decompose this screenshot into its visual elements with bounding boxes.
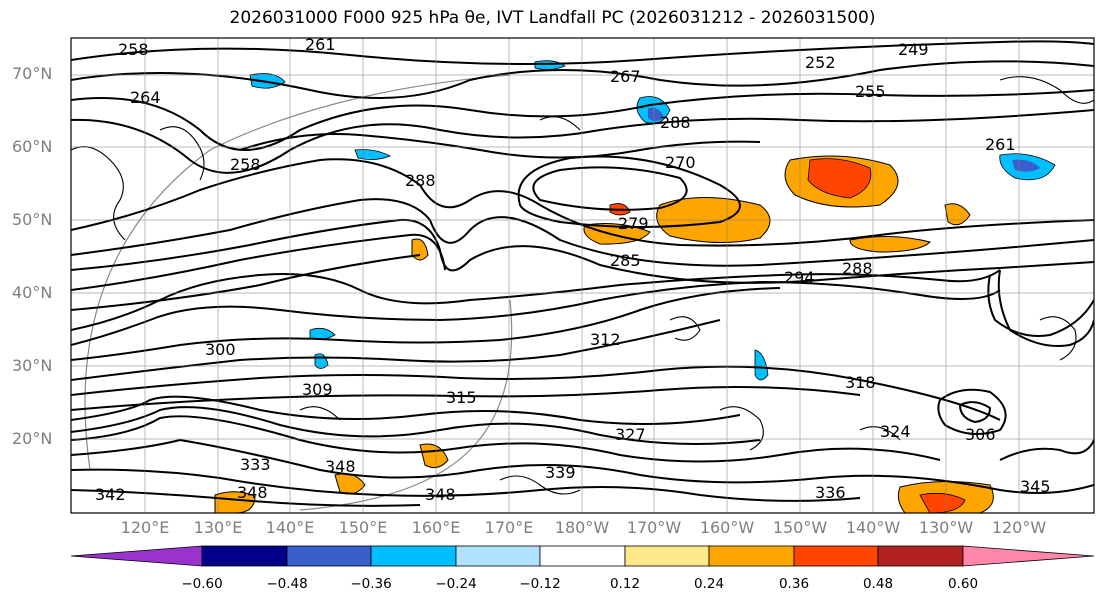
- contour-label: 342: [95, 485, 126, 504]
- contour-label: 294: [784, 268, 815, 287]
- colorbar-segment: [877, 545, 964, 567]
- colorbar-tick-label: 0.12: [609, 576, 641, 592]
- contour-label: 345: [1020, 477, 1051, 496]
- projection-outline: [84, 74, 511, 471]
- contour-label: 267: [610, 67, 641, 86]
- lat-tick-label: 70°N: [12, 64, 53, 83]
- contour-label: 348: [425, 485, 456, 504]
- colorbar-tick-label: −0.36: [350, 576, 392, 592]
- colorbar-tick-label: 0.24: [693, 576, 725, 592]
- colorbar-tick-label: 0.36: [778, 576, 810, 592]
- colorbar-tick-label: 0.48: [862, 576, 894, 592]
- lon-tick-label: 170°W: [626, 518, 682, 537]
- colorbar-segment: [539, 545, 626, 567]
- contour-label: 339: [545, 463, 576, 482]
- lon-tick-label: 140°W: [845, 518, 901, 537]
- contour-label: 285: [610, 251, 641, 270]
- lon-tick-label: 120°W: [991, 518, 1047, 537]
- contour-label: 264: [130, 88, 161, 107]
- contour-label: 333: [240, 455, 271, 474]
- contour-label: 312: [590, 330, 621, 349]
- contour-label: 261: [985, 135, 1016, 154]
- contour-label: 306: [965, 425, 996, 444]
- colorbar-segment: [793, 545, 879, 567]
- lon-tick-label: 150°E: [338, 518, 388, 537]
- contour-label: 270: [665, 153, 696, 172]
- contour-label: 288: [842, 259, 873, 278]
- lon-tick-label: 130°E: [193, 518, 243, 537]
- lat-tick-label: 60°N: [12, 137, 53, 156]
- lon-tick-label: 180°W: [554, 518, 610, 537]
- contour-label: 258: [230, 155, 261, 174]
- contour-label: 318: [845, 373, 876, 392]
- lat-tick-label: 40°N: [12, 283, 53, 302]
- map-frame: [70, 37, 1095, 514]
- theta-e-contours: [71, 40, 1094, 507]
- contour-label: 315: [446, 388, 477, 407]
- lon-tick-label: 150°W: [772, 518, 828, 537]
- contour-label: 324: [880, 422, 911, 441]
- colorbar-tick-label: −0.24: [435, 576, 477, 592]
- contour-label: 288: [660, 113, 691, 132]
- lon-tick-label: 160°W: [699, 518, 755, 537]
- colorbar-segment: [455, 545, 541, 567]
- colorbar-segment: [286, 545, 372, 567]
- colorbar-segment: [201, 545, 288, 567]
- colorbar: [70, 545, 1095, 567]
- contour-label: 336: [815, 483, 846, 502]
- contour-label: 327: [615, 425, 646, 444]
- colorbar-segment: [624, 545, 710, 567]
- contour-label: 261: [305, 35, 336, 54]
- colorbar-tick-label: −0.60: [181, 576, 223, 592]
- lat-tick-label: 30°N: [12, 356, 53, 375]
- contour-label: 255: [855, 82, 886, 101]
- contour-label: 348: [237, 483, 268, 502]
- colorbar-tick-label: 0.60: [947, 576, 979, 592]
- colorbar-tick-label: −0.12: [519, 576, 561, 592]
- colorbar-segment: [370, 545, 457, 567]
- chart-title: 2026031000 F000 925 hPa θe, IVT Landfall…: [229, 8, 876, 28]
- contour-label: 288: [405, 171, 436, 190]
- colorbar-extend-right: [962, 545, 1095, 567]
- colorbar-segment: [708, 545, 795, 567]
- lat-tick-label: 20°N: [12, 429, 53, 448]
- lon-tick-label: 170°E: [484, 518, 534, 537]
- contour-label: 348: [325, 457, 356, 476]
- lon-tick-label: 140°E: [265, 518, 315, 537]
- contour-label: 309: [302, 380, 333, 399]
- contour-label: 279: [618, 214, 649, 233]
- contour-label: 252: [805, 53, 836, 72]
- colorbar-extend-left: [70, 545, 203, 567]
- contour-label: 249: [898, 40, 929, 59]
- lon-tick-label: 120°E: [120, 518, 170, 537]
- lat-tick-label: 50°N: [12, 210, 53, 229]
- contour-label-group: 258 261 249 252 267 255 264 258 288 285 …: [95, 35, 1051, 504]
- contour-label: 258: [118, 40, 149, 59]
- lon-tick-label: 160°E: [411, 518, 461, 537]
- lon-tick-label: 130°W: [918, 518, 974, 537]
- contour-label: 300: [205, 340, 236, 359]
- gridlines: [71, 38, 1094, 513]
- colorbar-tick-label: −0.48: [266, 576, 308, 592]
